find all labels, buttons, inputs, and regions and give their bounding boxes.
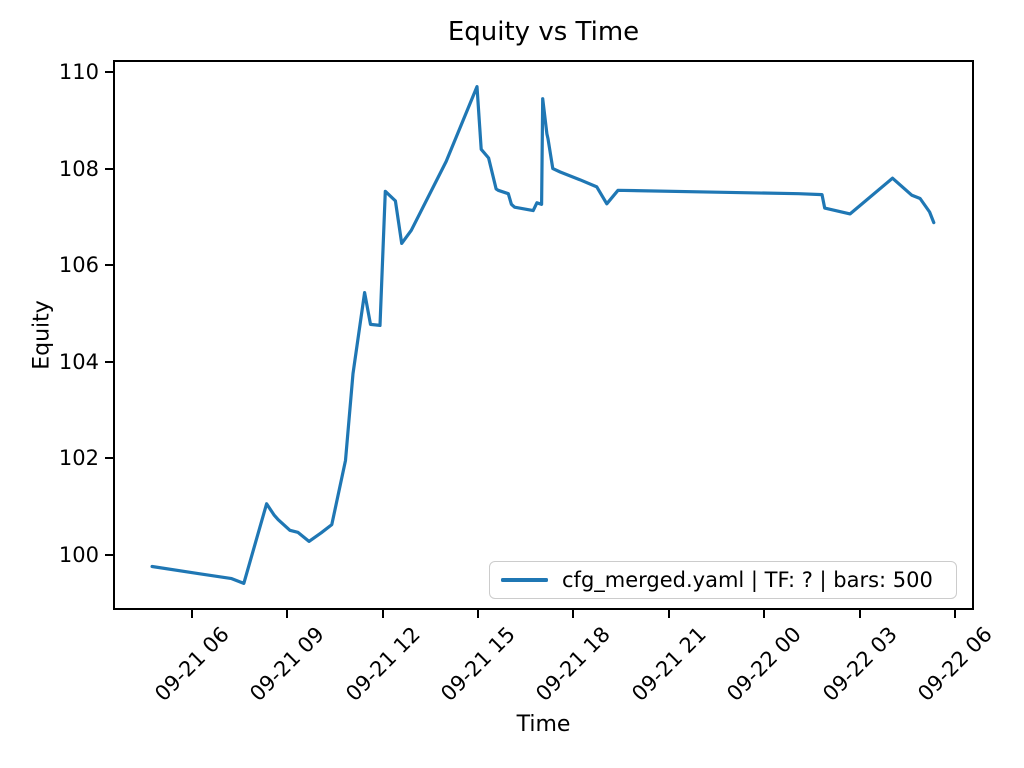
x-tick-mark	[286, 610, 289, 618]
x-tick-label-text: 09-21 09	[245, 622, 330, 706]
x-axis-label: Time	[516, 712, 571, 737]
x-tick-label-text: 09-22 03	[817, 622, 902, 706]
y-tick-label: 106	[58, 253, 99, 278]
chart-title: Equity vs Time	[447, 17, 640, 47]
x-tick-mark	[667, 610, 670, 618]
equity-line-svg	[150, 85, 936, 586]
y-tick-label: 104	[58, 349, 99, 374]
x-tick-label-text: 09-21 15	[436, 622, 520, 706]
x-tick-mark	[190, 610, 193, 618]
legend-label: cfg_merged.yaml | TF: ? | bars: 500	[562, 568, 933, 592]
equity-line	[150, 85, 936, 586]
x-tick-mark	[381, 610, 384, 618]
x-tick-label-text: 09-22 00	[722, 622, 807, 706]
y-tick-mark	[105, 360, 113, 363]
x-tick-mark	[477, 610, 479, 618]
y-tick-label: 110	[58, 60, 99, 85]
y-tick-mark	[105, 457, 113, 459]
legend: cfg_merged.yaml | TF: ? | bars: 500	[489, 561, 957, 599]
x-tick-mark	[763, 610, 766, 618]
x-tick-label-text: 09-21 06	[149, 622, 234, 706]
x-tick-mark	[954, 610, 956, 618]
plot-area	[113, 60, 974, 610]
y-tick-mark	[105, 553, 113, 556]
y-tick-mark	[105, 167, 113, 170]
y-tick-label: 108	[58, 156, 99, 181]
y-tick-label: 100	[58, 542, 99, 567]
y-tick-label: 102	[58, 446, 99, 470]
x-tick-mark	[572, 610, 575, 618]
legend-line-sample	[501, 578, 548, 582]
x-tick-label-text: 09-21 18	[531, 622, 616, 706]
x-tick-label-text: 09-21 12	[340, 622, 425, 706]
x-tick-label-text: 09-21 21	[626, 622, 711, 706]
y-tick-mark	[105, 71, 113, 74]
x-tick-label-text: 09-22 06	[913, 622, 997, 706]
y-tick-mark	[105, 264, 113, 267]
x-tick-mark	[858, 610, 861, 618]
